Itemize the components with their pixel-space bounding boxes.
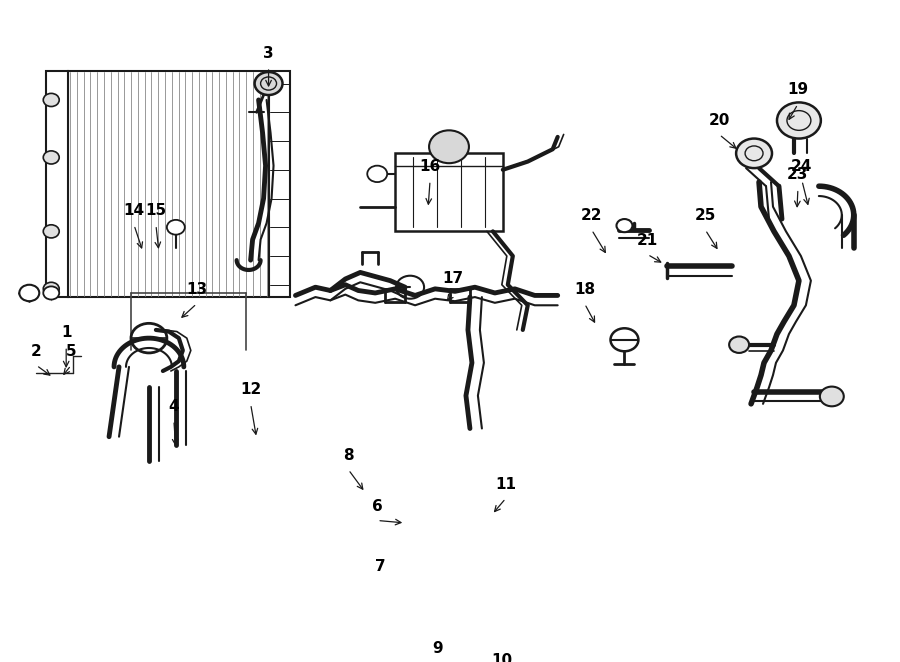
Text: 15: 15 <box>145 203 166 218</box>
Text: 2: 2 <box>31 344 41 359</box>
Bar <box>395 154 503 231</box>
Bar <box>268 71 291 297</box>
Text: 5: 5 <box>66 344 77 359</box>
Circle shape <box>19 285 40 301</box>
Text: 23: 23 <box>788 167 808 182</box>
Circle shape <box>43 151 59 164</box>
Text: 1: 1 <box>61 325 71 340</box>
Text: 16: 16 <box>419 159 441 174</box>
Circle shape <box>43 287 59 299</box>
Text: 18: 18 <box>574 282 595 297</box>
Circle shape <box>736 138 772 168</box>
Text: 12: 12 <box>240 382 261 397</box>
Text: 19: 19 <box>788 83 808 97</box>
Circle shape <box>166 220 184 234</box>
Text: 11: 11 <box>495 477 517 492</box>
Circle shape <box>261 77 276 90</box>
Circle shape <box>616 219 633 232</box>
Text: 9: 9 <box>433 641 444 656</box>
Text: 4: 4 <box>168 399 179 414</box>
Circle shape <box>729 336 749 353</box>
Circle shape <box>255 72 283 95</box>
Text: 7: 7 <box>375 559 385 574</box>
Text: 13: 13 <box>186 282 207 297</box>
Circle shape <box>745 146 763 161</box>
Circle shape <box>820 387 844 406</box>
Text: 21: 21 <box>637 233 658 248</box>
Text: 3: 3 <box>263 46 274 60</box>
Text: 14: 14 <box>123 203 145 218</box>
Circle shape <box>429 130 469 164</box>
Text: 24: 24 <box>791 159 813 174</box>
Circle shape <box>367 166 387 182</box>
Circle shape <box>43 93 59 107</box>
Circle shape <box>787 111 811 130</box>
Bar <box>46 71 68 297</box>
Bar <box>68 71 268 297</box>
Circle shape <box>777 103 821 138</box>
Text: 25: 25 <box>695 208 716 223</box>
Circle shape <box>43 282 59 295</box>
Text: 8: 8 <box>343 448 354 463</box>
Text: 6: 6 <box>372 499 382 514</box>
Text: 22: 22 <box>580 208 602 223</box>
Text: 17: 17 <box>443 271 464 287</box>
Text: 10: 10 <box>491 653 512 662</box>
Circle shape <box>43 225 59 238</box>
Text: 20: 20 <box>708 113 730 128</box>
